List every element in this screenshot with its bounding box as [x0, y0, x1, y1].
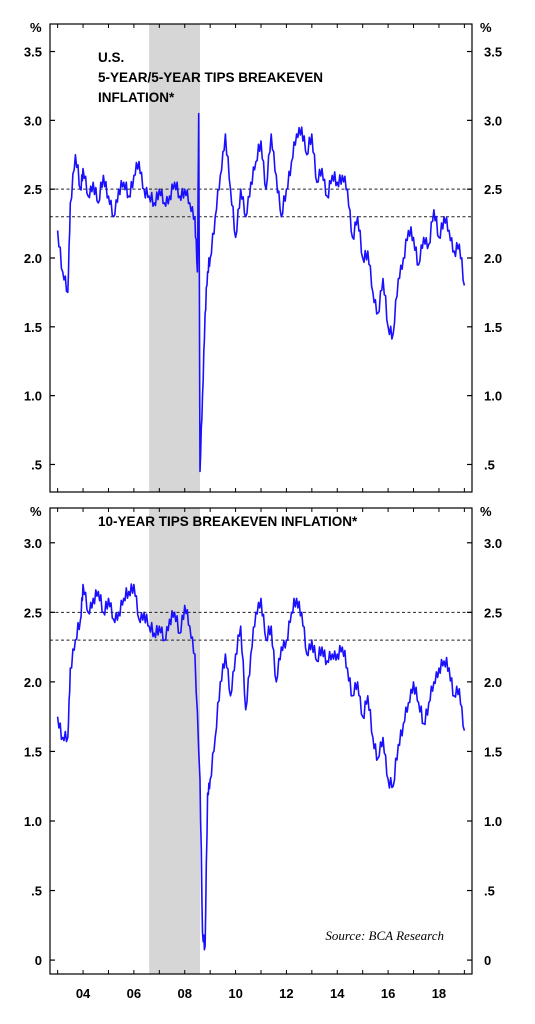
plot-frame	[49, 507, 473, 975]
y-tick-label-right: 2.5	[484, 605, 502, 620]
y-tick-label-right: 1.5	[484, 744, 502, 759]
y-tick-label-right: 1.0	[484, 814, 502, 829]
y-tick-label-left: 3.5	[24, 45, 42, 60]
recession-shading	[149, 24, 200, 492]
y-tick-label-left: .5	[31, 457, 42, 472]
x-tick-label: 10	[228, 986, 242, 1001]
x-tick-label: 18	[432, 986, 446, 1001]
y-tick-label-left: 0	[35, 953, 42, 968]
series-line	[56, 583, 466, 951]
y-tick-label-right: 0	[484, 953, 491, 968]
unit-label-left: %	[30, 20, 42, 35]
y-tick-label-left: 2.0	[24, 675, 42, 690]
y-tick-label-left: 1.0	[24, 814, 42, 829]
y-tick-label-left: 1.5	[24, 744, 42, 759]
y-tick-label-left: 3.0	[24, 536, 42, 551]
source-label: Source: BCA Research	[325, 928, 444, 943]
x-tick-label: 14	[330, 986, 345, 1001]
x-tick-label: 08	[178, 986, 192, 1001]
y-tick-label-left: 2.5	[24, 182, 42, 197]
x-tick-label: 04	[76, 986, 91, 1001]
unit-label-right: %	[480, 20, 492, 35]
y-tick-label-left: 1.5	[24, 320, 42, 335]
y-tick-label-right: 1.5	[484, 320, 502, 335]
y-tick-label-left: 3.0	[24, 113, 42, 128]
y-tick-label-left: 2.0	[24, 251, 42, 266]
x-tick-label: 16	[381, 986, 395, 1001]
y-tick-label-right: .5	[484, 884, 495, 899]
y-tick-label-right: 1.0	[484, 389, 502, 404]
chart-title-line: U.S.	[98, 50, 124, 65]
y-tick-label-right: 2.5	[484, 182, 502, 197]
y-tick-label-right: .5	[484, 457, 495, 472]
x-tick-label: 12	[279, 986, 293, 1001]
y-tick-label-right: 3.5	[484, 45, 502, 60]
unit-label-right: %	[480, 504, 492, 519]
y-tick-label-left: .5	[31, 884, 42, 899]
recession-shading	[149, 508, 200, 974]
chart-title-line: INFLATION*	[98, 90, 175, 105]
chart-title-line: 10-YEAR TIPS BREAKEVEN INFLATION*	[98, 514, 358, 529]
y-tick-label-right: 3.0	[484, 113, 502, 128]
y-tick-label-left: 1.0	[24, 389, 42, 404]
x-tick-label: 06	[127, 986, 141, 1001]
unit-label-left: %	[30, 504, 42, 519]
series-line	[56, 112, 466, 473]
chart-title-line: 5-YEAR/5-YEAR TIPS BREAKEVEN	[98, 70, 323, 85]
y-tick-label-right: 2.0	[484, 675, 502, 690]
y-tick-label-left: 2.5	[24, 605, 42, 620]
y-tick-label-right: 3.0	[484, 536, 502, 551]
y-tick-label-right: 2.0	[484, 251, 502, 266]
